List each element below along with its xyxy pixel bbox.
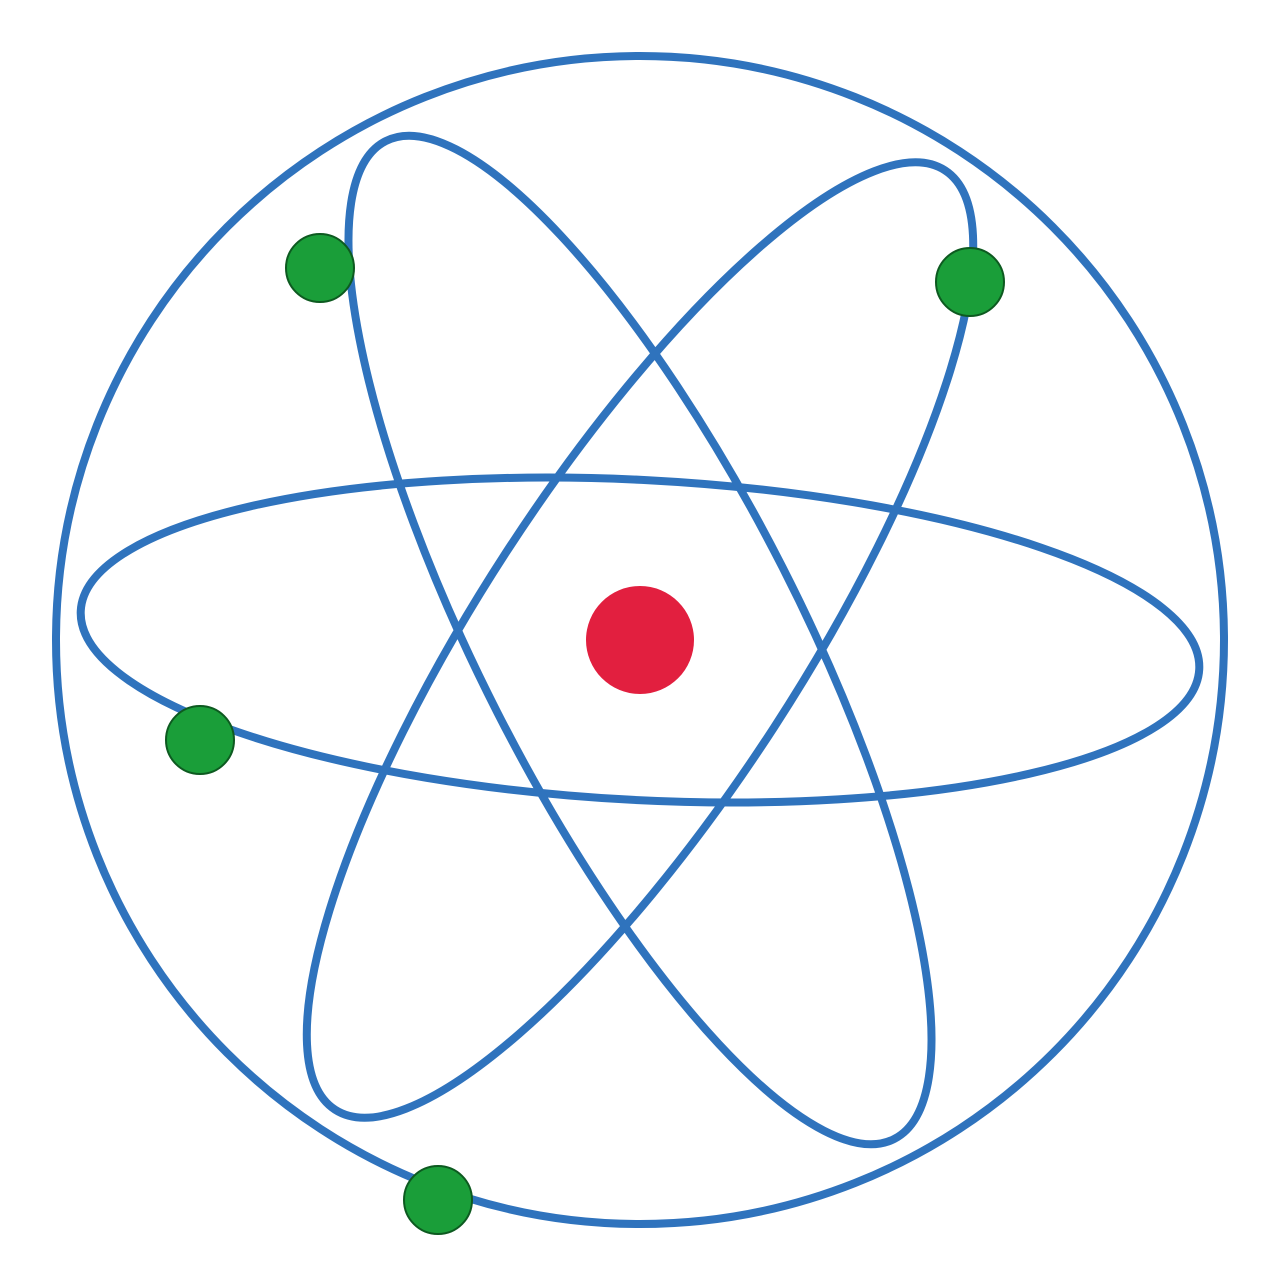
electron-4 <box>404 1166 472 1234</box>
electron-1 <box>286 234 354 302</box>
nucleus <box>586 586 694 694</box>
electron-3 <box>166 706 234 774</box>
electron-2 <box>936 248 1004 316</box>
atom-diagram <box>0 0 1280 1280</box>
